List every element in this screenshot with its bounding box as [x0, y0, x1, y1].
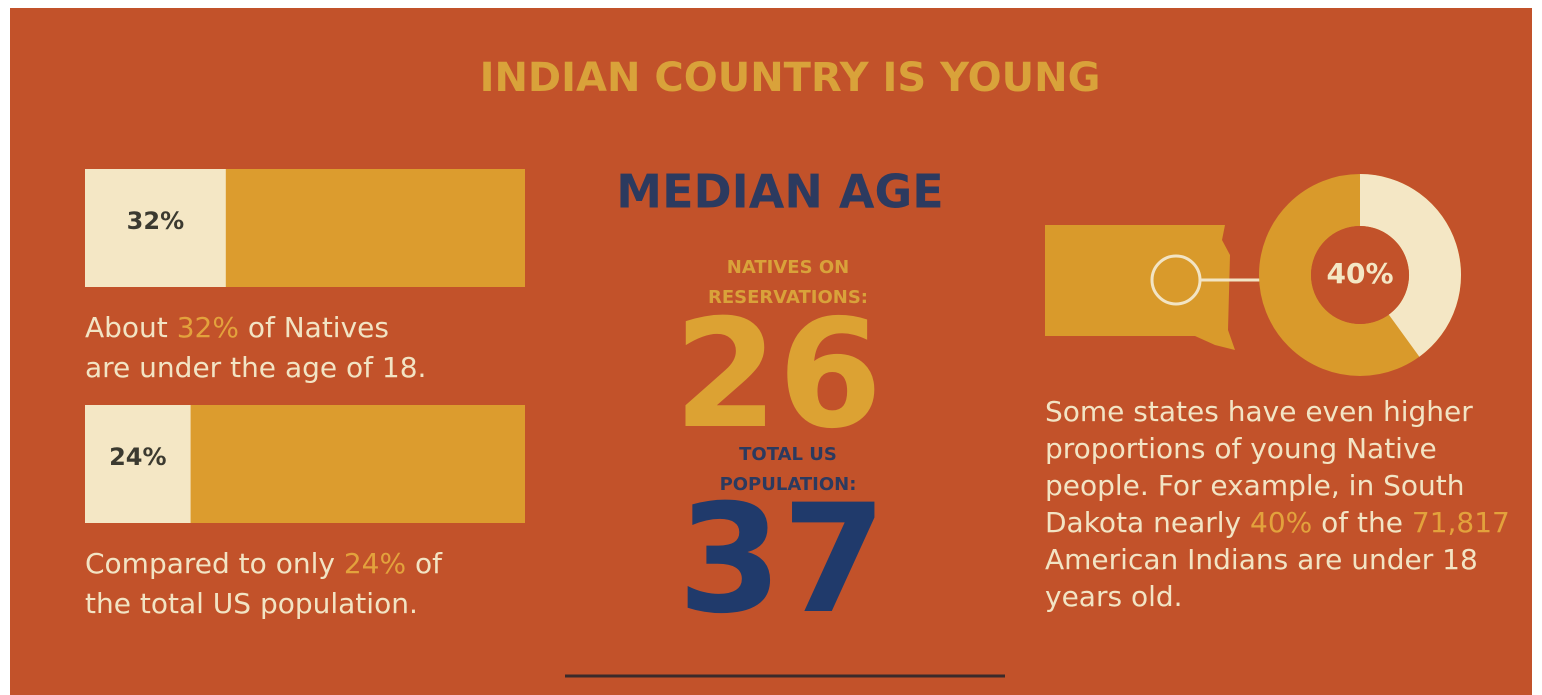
caption-line: people. For example, in South	[1045, 469, 1464, 502]
caption-segment: years old.	[1045, 580, 1183, 613]
bar-fill	[85, 169, 226, 287]
caption-segment: people. For example, in South	[1045, 469, 1464, 502]
caption-line: years old.	[1045, 580, 1183, 613]
caption-segment: American Indians are under 18	[1045, 543, 1478, 576]
caption-segment: the total US population.	[85, 587, 418, 620]
caption-segment: 24%	[344, 547, 406, 580]
natives-label: RESERVATIONS:	[708, 287, 868, 308]
caption-line: the total US population.	[85, 587, 418, 620]
bar-fill	[85, 405, 191, 523]
caption-line: American Indians are under 18	[1045, 543, 1478, 576]
caption-segment: Some states have even higher	[1045, 395, 1473, 428]
donut-label: 40%	[1326, 257, 1393, 290]
total-age: 37	[678, 473, 887, 647]
caption-segment: of the	[1312, 506, 1412, 539]
natives-label: NATIVES ON	[727, 257, 849, 278]
caption-line: proportions of young Native	[1045, 432, 1437, 465]
bar-label: 24%	[109, 443, 166, 471]
caption-segment: 71,817	[1412, 506, 1510, 539]
caption-segment: Dakota nearly	[1045, 506, 1250, 539]
panel	[10, 8, 1532, 695]
total-label: POPULATION:	[720, 474, 857, 495]
caption-line: Compared to only 24% of	[85, 547, 443, 580]
median-heading: MEDIAN AGE	[616, 165, 943, 219]
total-label: TOTAL US	[739, 444, 837, 465]
donut-hole	[1311, 226, 1409, 324]
caption-segment: Compared to only	[85, 547, 344, 580]
caption-segment: of Natives	[239, 311, 389, 344]
caption-segment: 40%	[1250, 506, 1312, 539]
bar-label: 32%	[127, 207, 184, 235]
caption-line: About 32% of Natives	[85, 311, 389, 344]
caption-line: are under the age of 18.	[85, 351, 426, 384]
caption-segment: are under the age of 18.	[85, 351, 426, 384]
title: INDIAN COUNTRY IS YOUNG	[480, 55, 1101, 101]
state-map	[1045, 225, 1235, 350]
caption-segment: 32%	[177, 311, 239, 344]
caption-segment: of	[406, 547, 443, 580]
donut-segment	[1358, 174, 1461, 357]
caption-segment: About	[85, 311, 177, 344]
caption-line: Dakota nearly 40% of the 71,817	[1045, 506, 1510, 539]
natives-age: 26	[674, 288, 883, 462]
caption-segment: proportions of young Native	[1045, 432, 1437, 465]
caption-line: Some states have even higher	[1045, 395, 1473, 428]
